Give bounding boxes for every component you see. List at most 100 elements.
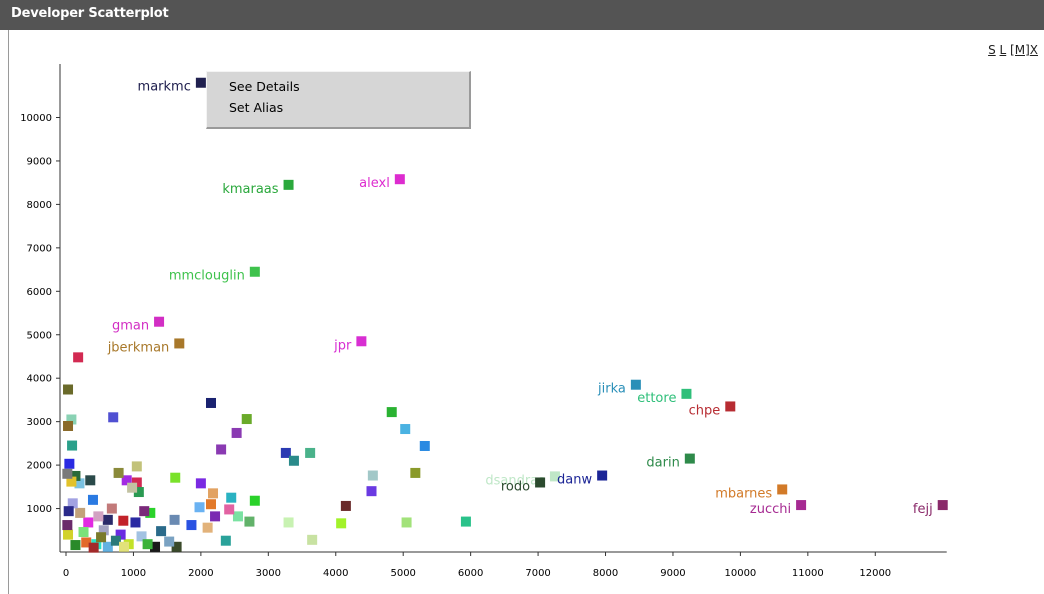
developer-point: [74, 478, 85, 489]
developer-point: [130, 517, 141, 528]
developer-point: [205, 499, 216, 510]
developer-point: [630, 379, 641, 390]
developer-point: [63, 384, 74, 395]
developer-label: ettore: [637, 391, 676, 406]
size-medium-button[interactable]: [M]: [1010, 43, 1030, 57]
developer-point: [174, 338, 185, 349]
developer-point: [288, 455, 299, 466]
developer-point: [62, 468, 73, 479]
developer-point: [400, 424, 411, 435]
developer-point: [171, 541, 182, 552]
developer-point: [170, 472, 181, 483]
developer-label: jpr: [333, 338, 352, 353]
developer-point: [386, 407, 397, 418]
developer-point: [98, 525, 109, 536]
developer-point: [224, 504, 235, 515]
developer-point: [66, 476, 77, 487]
developer-point: [81, 537, 92, 548]
y-tick-label: 1000: [27, 504, 52, 515]
developer-point: [133, 487, 144, 498]
developer-point: [725, 401, 736, 412]
developer-label: chpe: [689, 403, 721, 418]
developer-point: [118, 515, 129, 526]
developer-point: [115, 529, 126, 540]
developer-label: kmaraas: [222, 182, 278, 197]
developer-point: [777, 484, 788, 495]
developer-point: [460, 516, 471, 527]
x-tick-label: 5000: [390, 568, 415, 579]
developer-point: [78, 527, 89, 538]
x-tick-label: 9000: [660, 568, 685, 579]
developer-point: [220, 535, 231, 546]
developer-point: [108, 412, 119, 423]
developer-point: [88, 542, 99, 553]
developer-point: [231, 427, 242, 438]
developer-point: [307, 534, 318, 545]
y-tick-label: 4000: [27, 374, 52, 385]
developer-point: [249, 266, 260, 277]
developer-point: [64, 458, 75, 469]
developer-point: [63, 529, 74, 540]
y-tick-label: 8000: [27, 200, 52, 211]
developer-label: darin: [646, 456, 679, 471]
developer-point: [241, 414, 252, 425]
developer-point: [66, 414, 77, 425]
size-small-button[interactable]: S: [988, 43, 996, 57]
developer-point: [139, 506, 150, 517]
developer-point: [164, 536, 175, 547]
developer-point: [356, 336, 367, 347]
developer-point: [796, 500, 807, 511]
x-tick-label: 4000: [323, 568, 348, 579]
developer-point: [87, 494, 98, 505]
developer-point: [121, 475, 132, 486]
developer-point: [208, 488, 219, 499]
x-tick-label: 3000: [256, 568, 281, 579]
y-tick-label: 2000: [27, 461, 52, 472]
developer-point: [96, 532, 107, 543]
x-tick-label: 6000: [458, 568, 483, 579]
developer-point: [283, 517, 294, 528]
size-controls: S L [M]X: [988, 43, 1038, 57]
developer-point: [202, 522, 213, 533]
see-details-menu-item[interactable]: See Details: [229, 79, 300, 94]
developer-point: [70, 470, 81, 481]
x-tick-label: 10000: [724, 568, 756, 579]
scatterplot-chart: 1000 2000 3000 4000 5000 6000 7000 8000 9000 1000…: [20, 64, 948, 579]
set-alias-menu-item[interactable]: Set Alias: [229, 100, 284, 115]
developer-label: mmclouglin: [169, 269, 245, 284]
x-tick-label: 1000: [121, 568, 146, 579]
x-tick-label: 2000: [188, 568, 213, 579]
developer-label: dsandras: [485, 473, 545, 488]
developer-point: [186, 520, 197, 531]
developer-point: [194, 502, 205, 513]
panel-left-border: [8, 30, 9, 594]
context-menu: See Details Set Alias: [206, 71, 471, 129]
developer-point: [244, 516, 255, 527]
y-tick-label: 5000: [27, 330, 52, 341]
window-title: Developer Scatterplot: [11, 6, 169, 21]
developer-point: [280, 447, 291, 458]
close-chart-button[interactable]: X: [1029, 43, 1038, 57]
developer-point: [684, 453, 695, 464]
developer-point: [142, 539, 153, 550]
developer-point: [106, 503, 117, 514]
developer-point: [145, 507, 156, 518]
developer-point: [85, 475, 96, 486]
developer-point: [210, 511, 221, 522]
developer-point: [63, 506, 74, 517]
developer-point: [216, 444, 227, 455]
developer-point: [63, 420, 74, 431]
size-large-button[interactable]: L: [999, 43, 1007, 57]
developer-point: [232, 511, 243, 522]
developer-label: jberkman: [107, 340, 170, 355]
x-tick-label: 12000: [859, 568, 891, 579]
developer-point: [937, 500, 948, 511]
developer-point: [549, 471, 560, 482]
developer-point: [283, 179, 294, 190]
developer-point: [597, 470, 608, 481]
developer-point: [394, 174, 405, 185]
y-tick-label: 3000: [27, 417, 52, 428]
developer-label: danw: [557, 473, 592, 488]
developer-label: alexl: [359, 176, 390, 191]
developer-point: [131, 477, 142, 488]
